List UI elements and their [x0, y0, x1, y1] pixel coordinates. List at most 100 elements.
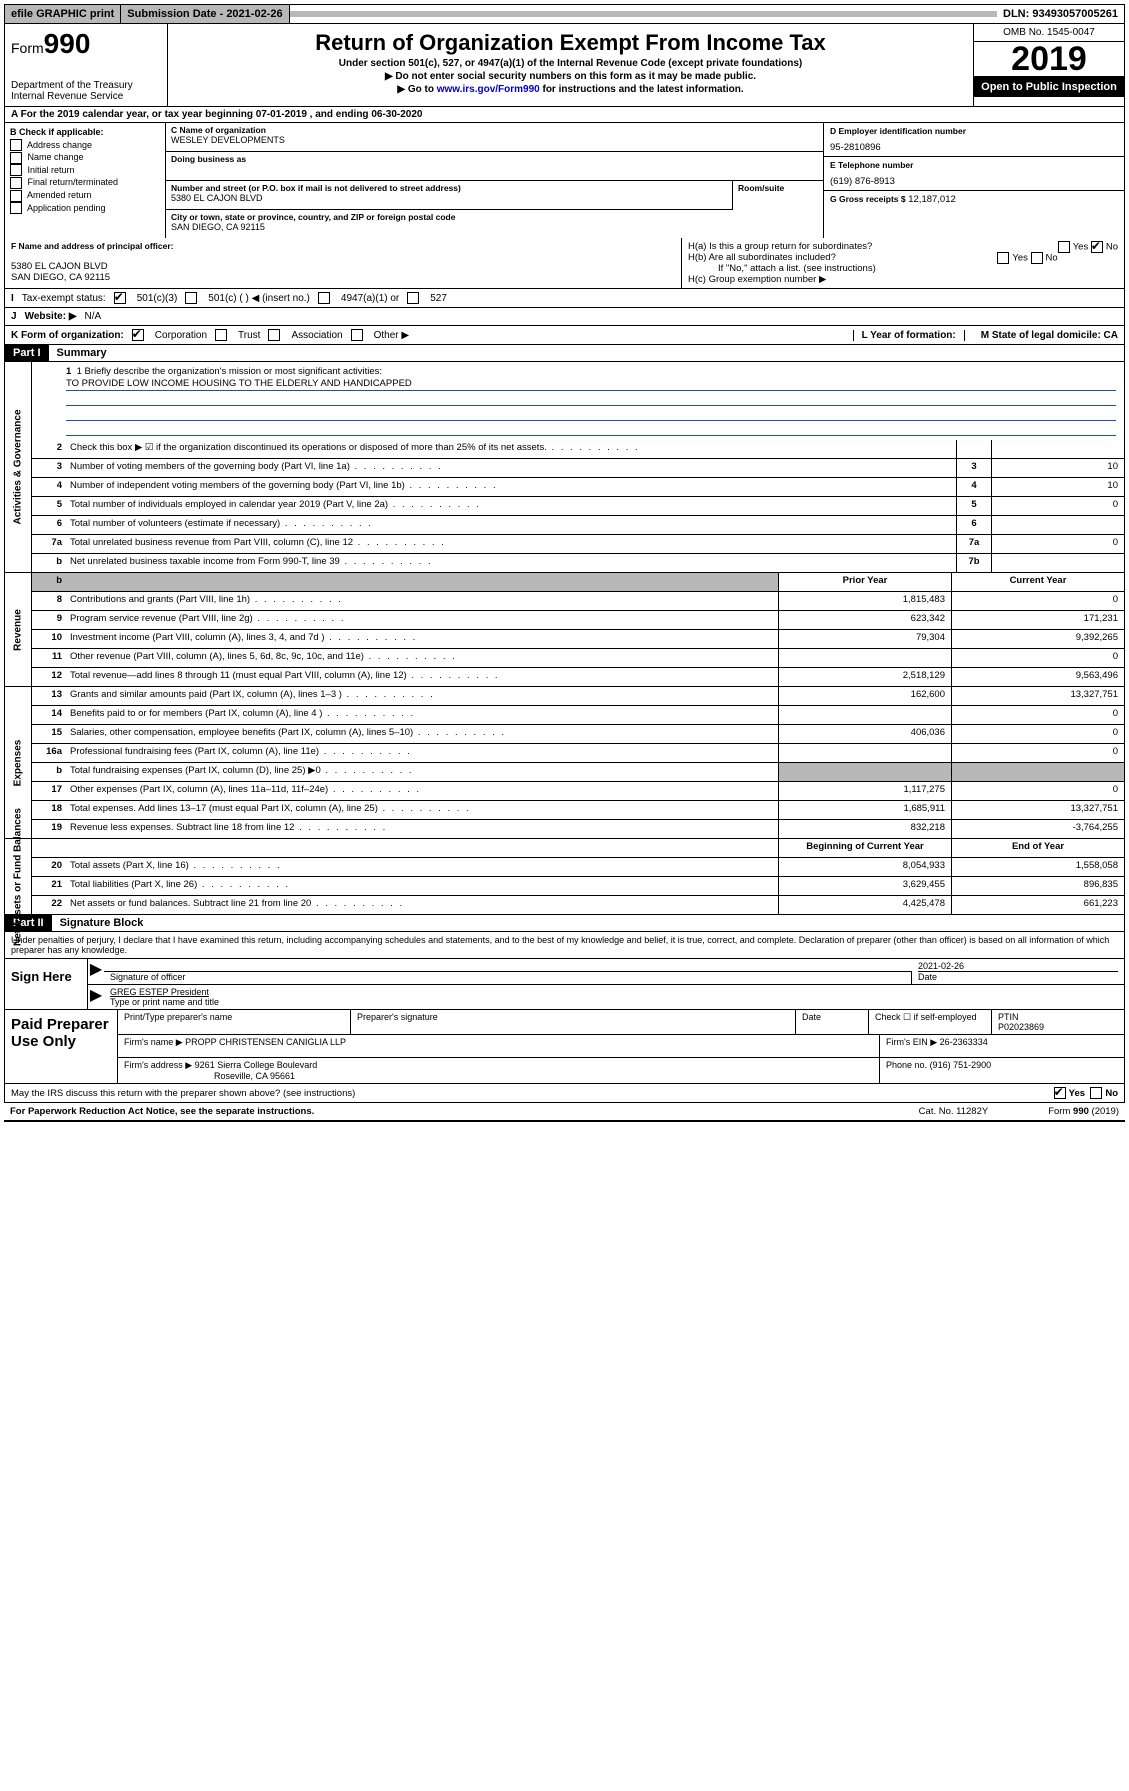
summary-line: 8Contributions and grants (Part VIII, li… — [32, 592, 1124, 611]
beginning-year-header: Beginning of Current Year — [778, 839, 951, 857]
tax-status-row: I Tax-exempt status: 501(c)(3) 501(c) ( … — [4, 289, 1125, 308]
summary-line: 22Net assets or fund balances. Subtract … — [32, 896, 1124, 914]
submission-date: Submission Date - 2021-02-26 — [121, 5, 289, 23]
form-of-org-row: K Form of organization: Corporation Trus… — [4, 326, 1125, 345]
officer-name: GREG ESTEP President — [110, 987, 1118, 997]
current-year-header: Current Year — [951, 573, 1124, 591]
firm-city: Roseville, CA 95661 — [124, 1071, 873, 1081]
subordinates-note: If "No," attach a list. (see instruction… — [688, 263, 1118, 274]
summary-line: 21Total liabilities (Part X, line 26)3,6… — [32, 877, 1124, 896]
year-formation: L Year of formation: — [853, 330, 965, 341]
summary-line: 16aProfessional fundraising fees (Part I… — [32, 744, 1124, 763]
side-label-governance: Activities & Governance — [13, 409, 24, 524]
part-ii-header: Part II Signature Block — [4, 915, 1125, 932]
firm-addr-label: Firm's address ▶ — [124, 1060, 192, 1070]
part-i-header: Part I Summary — [4, 345, 1125, 362]
discuss-no[interactable] — [1090, 1087, 1102, 1099]
firm-ein-label: Firm's EIN ▶ — [886, 1037, 937, 1047]
501c3-checkbox[interactable] — [114, 292, 126, 304]
checkbox[interactable] — [10, 152, 22, 164]
checkbox[interactable] — [10, 164, 22, 176]
open-to-public: Open to Public Inspection — [974, 77, 1124, 97]
discuss-yes[interactable] — [1054, 1087, 1066, 1099]
4947-checkbox[interactable] — [318, 292, 330, 304]
checkbox[interactable] — [10, 190, 22, 202]
summary-line: 18Total expenses. Add lines 13–17 (must … — [32, 801, 1124, 820]
officer-group-row: F Name and address of principal officer:… — [4, 238, 1125, 289]
subordinates-q: H(b) Are all subordinates included? Yes … — [688, 252, 1118, 263]
association-checkbox[interactable] — [268, 329, 280, 341]
org-name-label: C Name of organization — [171, 125, 818, 135]
trust-checkbox[interactable] — [215, 329, 227, 341]
expenses-section: Expenses 13Grants and similar amounts pa… — [4, 687, 1125, 839]
sign-here-block: Sign Here ▶ Signature of officer 2021-02… — [4, 959, 1125, 1010]
preparer-date-header: Date — [796, 1010, 869, 1034]
summary-line: 19Revenue less expenses. Subtract line 1… — [32, 820, 1124, 838]
revenue-section: Revenue b Prior Year Current Year 8Contr… — [4, 573, 1125, 687]
checkbox[interactable] — [10, 139, 22, 151]
mission-question: 1 1 Briefly describe the organization's … — [66, 366, 1116, 377]
summary-line: 3Number of voting members of the governi… — [32, 459, 1124, 478]
summary-line: 17Other expenses (Part IX, column (A), l… — [32, 782, 1124, 801]
discuss-row: May the IRS discuss this return with the… — [4, 1084, 1125, 1103]
prior-year-header: Prior Year — [778, 573, 951, 591]
checkbox[interactable] — [10, 202, 22, 214]
501c-checkbox[interactable] — [185, 292, 197, 304]
group-exemption: H(c) Group exemption number ▶ — [688, 274, 1118, 285]
summary-line: 20Total assets (Part X, line 16)8,054,93… — [32, 858, 1124, 877]
telephone: (619) 876-8913 — [830, 176, 1118, 187]
firm-name-label: Firm's name ▶ — [124, 1037, 183, 1047]
form-subtitle: Under section 501(c), 527, or 4947(a)(1)… — [172, 58, 969, 69]
corporation-checkbox[interactable] — [132, 329, 144, 341]
firm-address: 9261 Sierra College Boulevard — [195, 1060, 318, 1070]
sign-date: 2021-02-26 — [918, 961, 1118, 971]
room-label: Room/suite — [738, 183, 818, 193]
officer-addr2: SAN DIEGO, CA 92115 — [11, 272, 675, 283]
instructions-link-line: ▶ Go to www.irs.gov/Form990 for instruct… — [172, 84, 969, 95]
street-address: 5380 EL CAJON BLVD — [171, 193, 727, 203]
firm-phone-label: Phone no. — [886, 1060, 927, 1070]
paid-preparer-block: Paid Preparer Use Only Print/Type prepar… — [4, 1010, 1125, 1084]
tax-year: 2019 — [974, 42, 1124, 77]
tax-period: A For the 2019 calendar year, or tax yea… — [4, 107, 1125, 123]
summary-line: 15Salaries, other compensation, employee… — [32, 725, 1124, 744]
summary-line: 14Benefits paid to or for members (Part … — [32, 706, 1124, 725]
summary-line: 9Program service revenue (Part VIII, lin… — [32, 611, 1124, 630]
instructions-link[interactable]: www.irs.gov/Form990 — [437, 84, 540, 95]
officer-addr1: 5380 EL CAJON BLVD — [11, 261, 675, 272]
checkbox[interactable] — [10, 177, 22, 189]
preparer-sig-header: Preparer's signature — [351, 1010, 796, 1034]
net-assets-section: Net Assets or Fund Balances Beginning of… — [4, 839, 1125, 915]
dept-label: Department of the Treasury Internal Reve… — [11, 80, 161, 102]
summary-line: 12Total revenue—add lines 8 through 11 (… — [32, 668, 1124, 686]
paid-preparer-label: Paid Preparer Use Only — [5, 1010, 118, 1083]
phone-label: E Telephone number — [830, 160, 1118, 170]
form-footer: Form 990 (2019) — [1048, 1106, 1119, 1117]
ptin-value: P02023869 — [998, 1022, 1118, 1032]
dln: DLN: 93493057005261 — [997, 5, 1124, 23]
firm-ein: 26-2363334 — [940, 1037, 988, 1047]
summary-line: 2Check this box ▶ ☑ if the organization … — [32, 440, 1124, 459]
summary-line: 11Other revenue (Part VIII, column (A), … — [32, 649, 1124, 668]
ssn-notice: ▶ Do not enter social security numbers o… — [172, 71, 969, 82]
ein: 95-2810896 — [830, 142, 1118, 153]
org-name: WESLEY DEVELOPMENTS — [171, 135, 818, 145]
firm-phone: (916) 751-2900 — [930, 1060, 992, 1070]
pra-notice: For Paperwork Reduction Act Notice, see … — [10, 1106, 314, 1117]
side-label-revenue: Revenue — [13, 609, 24, 651]
end-year-header: End of Year — [951, 839, 1124, 857]
527-checkbox[interactable] — [407, 292, 419, 304]
summary-line: 5Total number of individuals employed in… — [32, 497, 1124, 516]
other-checkbox[interactable] — [351, 329, 363, 341]
footer: For Paperwork Reduction Act Notice, see … — [4, 1103, 1125, 1122]
form-title: Return of Organization Exempt From Incom… — [172, 30, 969, 56]
sign-date-label: Date — [918, 971, 1118, 982]
dba-label: Doing business as — [171, 154, 818, 164]
governance-section: Activities & Governance 1 1 Briefly desc… — [4, 362, 1125, 573]
side-label-net-assets: Net Assets or Fund Balances — [13, 807, 24, 945]
summary-line: bNet unrelated business taxable income f… — [32, 554, 1124, 572]
form-number: Form990 — [11, 28, 161, 60]
efile-tag[interactable]: efile GRAPHIC print — [5, 5, 121, 23]
catalog-number: Cat. No. 11282Y — [919, 1106, 989, 1117]
preparer-name-header: Print/Type preparer's name — [118, 1010, 351, 1034]
